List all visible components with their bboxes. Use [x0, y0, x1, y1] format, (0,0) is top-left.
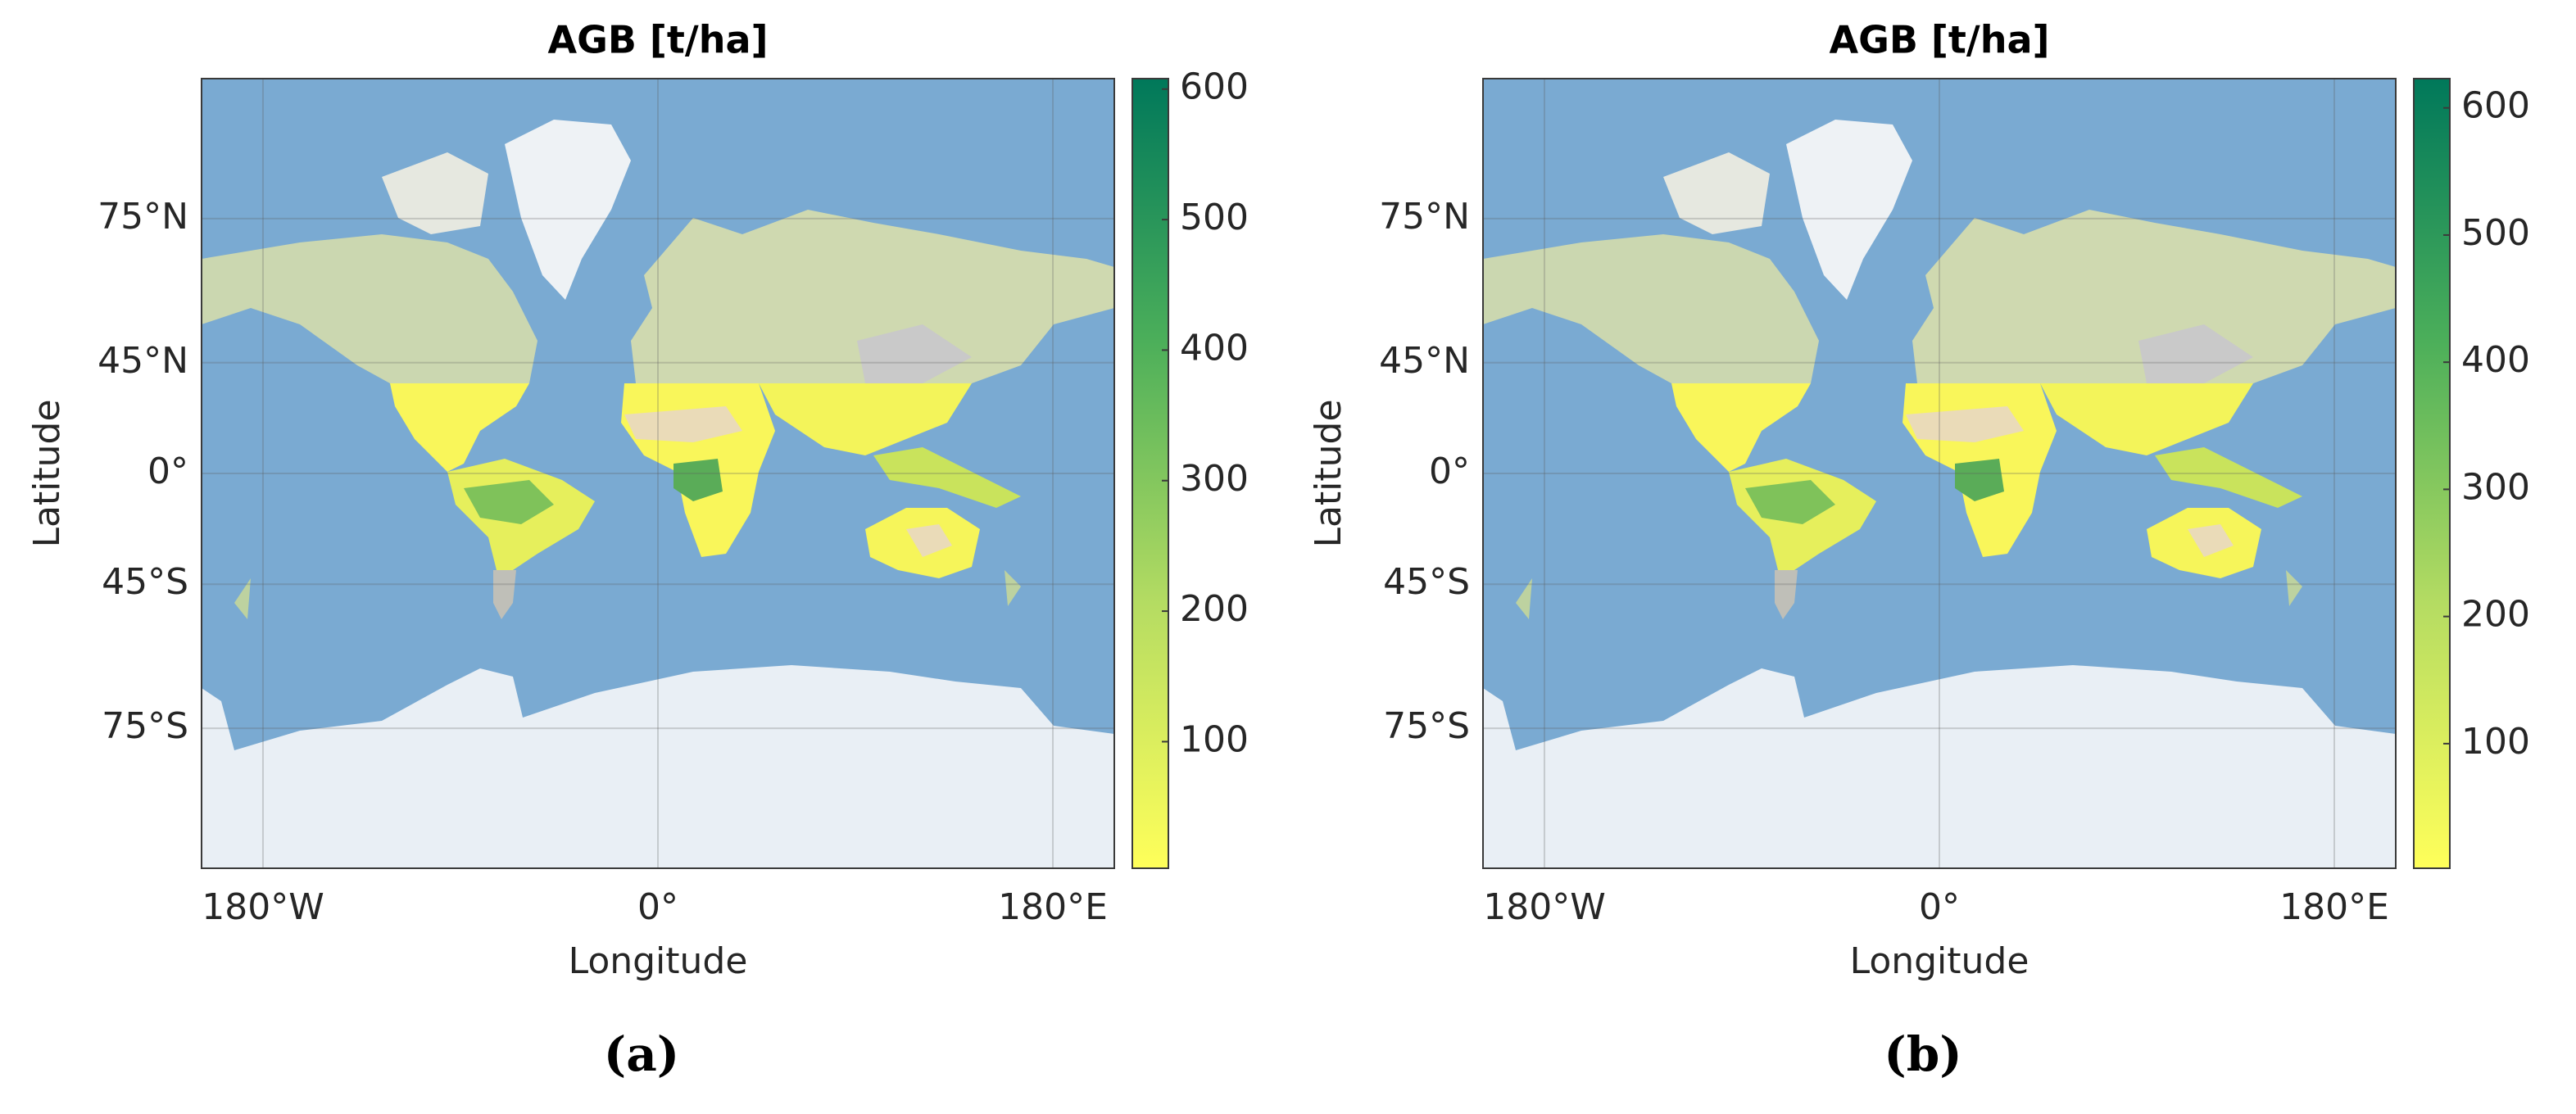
x-tick-label: 0° [637, 886, 678, 928]
colorbar-tick-label: 300 [2461, 466, 2530, 508]
chart-title: AGB [t/ha] [547, 18, 768, 62]
y-tick-label: 75°N [98, 196, 188, 238]
x-tick-label: 180°W [1483, 886, 1606, 928]
x-tick-label: 180°E [998, 886, 1108, 928]
x-tick-label: 0° [1919, 886, 1960, 928]
colorbar-tick-label: 100 [1180, 718, 1249, 760]
y-tick-label: 45°N [1379, 340, 1470, 382]
y-tick-label: 45°S [102, 561, 188, 603]
plot-frame [1482, 78, 2397, 869]
y-tick-label: 75°S [1383, 705, 1470, 747]
colorbar-tick-label: 500 [2461, 212, 2530, 254]
x-tick-label: 180°W [202, 886, 324, 928]
x-tick-label: 180°E [2279, 886, 2389, 928]
y-tick-label: 0° [1429, 451, 1470, 492]
colorbar-tick-label: 500 [1180, 197, 1249, 238]
panel-caption: (a) [604, 1026, 679, 1082]
x-axis-label: Longitude [1850, 940, 2030, 982]
x-axis-label: Longitude [569, 940, 748, 982]
colorbar-tick-label: 600 [1180, 66, 1249, 108]
y-tick-label: 45°S [1383, 561, 1470, 603]
colorbar-tick-label: 200 [1180, 588, 1249, 630]
colorbar-tick-label: 300 [1180, 458, 1249, 500]
colorbar-tick-label: 100 [2461, 721, 2530, 763]
y-tick-label: 75°N [1379, 196, 1470, 238]
y-tick-label: 0° [147, 451, 188, 492]
y-axis-label: Latitude [1308, 399, 1349, 547]
chart-title: AGB [t/ha] [1829, 18, 2049, 62]
y-axis-label: Latitude [26, 399, 68, 547]
colorbar [2413, 78, 2451, 869]
colorbar-tick-label: 400 [1180, 327, 1249, 369]
colorbar-tick-label: 400 [2461, 339, 2530, 381]
y-tick-label: 75°S [102, 705, 188, 747]
colorbar-tick-label: 200 [2461, 594, 2530, 636]
panel-caption: (b) [1884, 1026, 1961, 1082]
y-tick-label: 45°N [98, 340, 188, 382]
colorbar [1132, 78, 1169, 869]
plot-frame [201, 78, 1115, 869]
colorbar-tick-label: 600 [2461, 85, 2530, 127]
